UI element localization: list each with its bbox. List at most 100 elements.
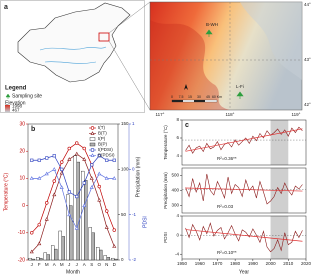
line-marker — [82, 157, 87, 161]
legend-swatch — [89, 142, 96, 147]
y3-tick-label: 1 — [132, 121, 135, 126]
annotation: R²=0.03 — [217, 204, 234, 209]
panel-label: c — [185, 122, 189, 129]
x-tick-label: J — [76, 262, 78, 267]
y-tick-label: -20 — [18, 257, 25, 263]
line-marker — [45, 156, 49, 160]
x-tick-label: 1980 — [230, 261, 241, 266]
y-tick-label: 500 — [171, 173, 179, 178]
lat-label: 43° — [304, 57, 311, 62]
legend-marker — [90, 153, 95, 157]
site-icon — [205, 29, 213, 37]
bar — [31, 258, 35, 261]
y3-tick-label: 0 — [132, 167, 135, 172]
annotation: R²=0.36** — [217, 156, 237, 161]
bar — [76, 161, 80, 261]
legend-label: B(PDSI) — [98, 153, 115, 158]
relief — [240, 2, 302, 80]
line-marker — [82, 146, 86, 151]
line-marker — [30, 158, 34, 162]
legend-elevation: Elevation — [5, 100, 26, 106]
y2-axis-title: Precipitation (mm) — [135, 156, 141, 197]
x-tick-label: F — [38, 262, 41, 267]
legend-label: t(PDSI) — [98, 147, 113, 152]
site-icon — [236, 91, 244, 99]
y-tick-label: 4 — [176, 213, 179, 218]
line-marker — [112, 176, 117, 180]
y-axis-title: PDSI — [163, 232, 168, 243]
legend-site: Sampling site — [12, 93, 42, 99]
bar — [36, 257, 40, 261]
x-tick-label: 2020 — [301, 261, 312, 266]
bar — [99, 249, 103, 261]
line-marker — [44, 216, 49, 221]
bar — [111, 257, 115, 261]
legend-marker — [90, 126, 95, 130]
line-marker — [82, 203, 87, 207]
connector — [108, 40, 151, 111]
shade — [270, 120, 289, 165]
y2-tick-label: 150 — [121, 121, 129, 126]
site-label: B-WH — [206, 22, 218, 27]
line-marker — [89, 176, 94, 180]
line-marker — [97, 154, 101, 158]
legend-marker — [90, 148, 95, 152]
y-tick-label: 8 — [176, 117, 179, 122]
annotation: R²=0.10** — [217, 250, 237, 255]
x-tick-label: 1970 — [212, 261, 223, 266]
line-marker — [52, 179, 56, 183]
legend-label: t(P) — [98, 136, 106, 141]
y-tick-label: 400 — [171, 188, 179, 193]
y-tick-label: 20 — [19, 149, 25, 155]
bar — [84, 180, 88, 261]
line-marker — [37, 241, 42, 246]
bar — [96, 247, 100, 261]
x-tick-label: 1960 — [195, 261, 206, 266]
line — [31, 155, 115, 198]
bar — [43, 252, 47, 261]
line-marker — [97, 171, 102, 176]
y3-tick-label: -1 — [132, 212, 136, 217]
scale-label: 45 — [206, 95, 210, 99]
line-marker — [112, 244, 117, 248]
x-tick-label: N — [105, 262, 108, 267]
scale-label: 15 — [188, 95, 192, 99]
line-marker — [112, 228, 116, 232]
y-tick-label: 10 — [19, 176, 25, 182]
bar — [61, 236, 65, 261]
trend-line — [185, 187, 303, 192]
line-marker — [52, 167, 57, 171]
lon-label: 119° — [292, 112, 301, 117]
elevation-scale — [5, 105, 10, 112]
line-marker — [74, 226, 79, 230]
line-marker — [30, 231, 34, 235]
x-tick-label: 2000 — [266, 261, 277, 266]
x-axis-title: Year — [239, 269, 249, 275]
y-tick-label: 300 — [171, 203, 179, 208]
y-tick-label: -10 — [18, 230, 25, 236]
legend-title: Legend — [5, 86, 27, 92]
line-marker — [97, 197, 102, 202]
lon-label: 118° — [226, 112, 235, 117]
scale-label: 7.5 — [179, 95, 184, 99]
series-line — [185, 222, 303, 253]
lat-label: 44° — [304, 2, 311, 7]
y-tick-label: 0 — [176, 232, 179, 237]
line — [31, 168, 115, 230]
plot-frame — [181, 215, 307, 260]
line-marker — [37, 222, 41, 227]
line-marker — [52, 154, 56, 158]
line-marker — [45, 201, 49, 205]
lon-label: 117° — [156, 112, 165, 117]
trend-line — [185, 229, 303, 242]
y-tick-label: 30 — [19, 121, 25, 127]
line — [31, 142, 115, 234]
elevation-low: 467 — [12, 108, 20, 113]
connector — [108, 1, 151, 34]
line-marker — [74, 151, 79, 156]
bar — [58, 230, 62, 261]
x-tick-label: M — [45, 262, 49, 267]
x-tick-label: 1950 — [177, 261, 188, 266]
scale-label: 60 Km — [212, 95, 222, 99]
x-tick-label: J — [31, 262, 33, 267]
